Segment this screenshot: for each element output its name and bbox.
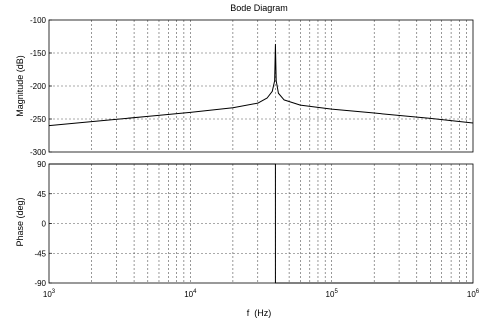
magnitude-ytick-label: -150 bbox=[30, 49, 47, 58]
xtick-label: 103 bbox=[43, 289, 56, 299]
xtick-label: 106 bbox=[467, 289, 479, 299]
phase-ytick-label: 0 bbox=[42, 220, 47, 229]
phase-axis-label: Phase (deg) bbox=[15, 197, 25, 246]
xtick-label: 104 bbox=[184, 289, 197, 299]
magnitude-ytick-label: -250 bbox=[30, 115, 47, 124]
magnitude-ytick-label: -300 bbox=[30, 148, 47, 157]
magnitude-series-line bbox=[48, 43, 474, 127]
phase-ytick-label: 90 bbox=[37, 160, 46, 169]
magnitude-axis-label: Magnitude (dB) bbox=[15, 55, 25, 117]
magnitude-ytick-label: -100 bbox=[30, 16, 47, 25]
phase-ytick-label: -90 bbox=[34, 279, 46, 288]
xtick-label: 105 bbox=[326, 289, 339, 299]
magnitude-plot: -100 -150 -200 -250 -300 bbox=[30, 16, 474, 157]
phase-ytick-label: 45 bbox=[37, 190, 46, 199]
chart-title: Bode Diagram bbox=[230, 3, 288, 13]
phase-series-line bbox=[49, 163, 473, 284]
frequency-axis-label: f (Hz) bbox=[247, 308, 272, 318]
magnitude-ytick-label: -200 bbox=[30, 82, 47, 91]
phase-ytick-label: -45 bbox=[34, 249, 46, 258]
